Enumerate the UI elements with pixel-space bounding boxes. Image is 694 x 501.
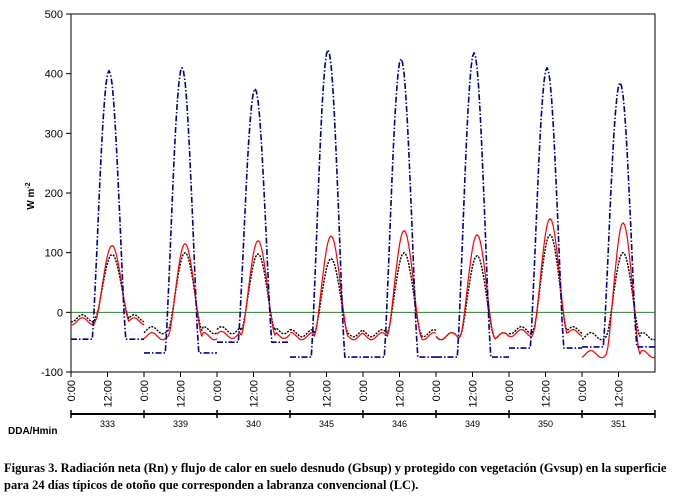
x-tick-label: 12:00 — [614, 380, 626, 408]
series-gbsup-day-351 — [581, 222, 656, 359]
x-tick-label: 12:00 — [249, 380, 261, 408]
x-axis-title: DDA/Hmin — [8, 426, 57, 437]
series-gbsup-day-333 — [71, 244, 145, 326]
y-tick-label: 0 — [57, 307, 63, 319]
figure-caption: Figuras 3. Radiación neta (Rn) y flujo d… — [4, 461, 667, 492]
series-gbsup-day-346 — [362, 230, 437, 341]
day-label: 346 — [392, 419, 407, 429]
x-tick-label: 12:00 — [103, 380, 115, 408]
series-rn-day-350 — [509, 66, 582, 349]
day-label: 333 — [100, 419, 115, 429]
series-layer — [71, 48, 656, 359]
x-tick-label: 0:00 — [66, 380, 78, 401]
series-rn-day-346 — [363, 57, 436, 358]
series-gbsup-day-345 — [289, 235, 364, 341]
x-tick-label: 0:00 — [139, 380, 151, 401]
day-label: 340 — [246, 419, 261, 429]
y-axis-title: W m-2 — [25, 182, 37, 209]
day-label: 345 — [319, 419, 334, 429]
x-tick-label: 12:00 — [395, 380, 407, 408]
x-tick-label: 0:00 — [358, 380, 370, 401]
day-label: 351 — [611, 419, 626, 429]
x-tick-label: 0:00 — [212, 380, 224, 401]
y-tick-label: 200 — [45, 188, 63, 200]
x-tick-label: 0:00 — [577, 380, 589, 401]
series-rn-day-349 — [436, 51, 509, 358]
y-tick-label: 300 — [45, 128, 63, 140]
x-tick-label: 0:00 — [504, 380, 516, 401]
x-tick-label: 12:00 — [322, 380, 334, 408]
series-gbsup-day-339 — [143, 243, 218, 341]
y-axis: -100 0 100 200 300 400 500 — [41, 9, 71, 379]
x-tick-label: 0:00 — [431, 380, 443, 401]
y-tick-label: -100 — [41, 367, 63, 379]
series-gbsup-day-349 — [435, 234, 510, 341]
series-gbsup — [71, 218, 656, 359]
day-label: 349 — [465, 419, 480, 429]
day-label: 339 — [173, 419, 188, 429]
plot-area — [70, 13, 656, 373]
day-label: 350 — [538, 419, 553, 429]
series-rn-day-339 — [144, 66, 217, 354]
series-gvsup-day-340 — [216, 253, 291, 335]
x-tick-label: 12:00 — [176, 380, 188, 408]
y-tick-label: 100 — [45, 248, 63, 260]
series-gvsup-day-350 — [508, 234, 583, 335]
series-gvsup-day-351 — [581, 251, 656, 341]
x-tick-label: 12:00 — [541, 380, 553, 408]
series-gbsup-day-340 — [216, 240, 291, 340]
series-rn-day-345 — [290, 48, 363, 358]
series-gvsup-day-345 — [289, 257, 364, 338]
series-rn-day-340 — [217, 87, 290, 344]
x-axis: 0:00 12:00 0:00 12:00 0:00 12:00 0:00 12:00 0:00… — [66, 372, 656, 429]
y-tick-label: 500 — [45, 9, 63, 21]
series-gvsup-day-333 — [71, 253, 145, 323]
series-gbsup-day-350 — [508, 218, 583, 338]
x-tick-label: 12:00 — [468, 380, 480, 408]
series-rn-day-351 — [582, 81, 655, 348]
series-gvsup — [71, 234, 656, 341]
series-rn-day-333 — [71, 69, 144, 341]
series-gvsup-day-339 — [143, 251, 218, 335]
y-tick-label: 400 — [45, 69, 63, 81]
series-rn — [71, 48, 655, 358]
x-tick-label: 0:00 — [285, 380, 297, 401]
